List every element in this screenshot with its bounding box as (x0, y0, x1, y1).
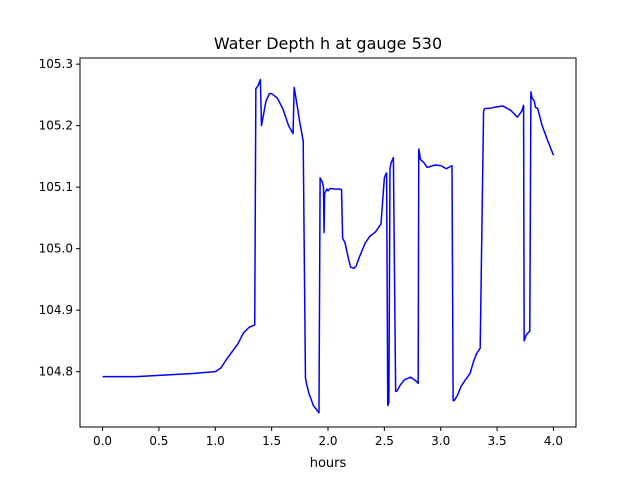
y-tick-label: 104.9 (39, 303, 73, 317)
x-tick-label: 2.5 (375, 434, 394, 448)
x-tick-label: 2.0 (318, 434, 337, 448)
x-tick-label: 3.5 (488, 434, 507, 448)
y-tick-label: 105.2 (39, 119, 73, 133)
x-tick-label: 0.5 (149, 434, 168, 448)
axis-layer: 0.0 0.5 1.0 1.5 2.0 2.5 3.0 3.5 4.0 104.8 104.9 105… (39, 57, 563, 448)
x-tick-label: 0.0 (93, 434, 112, 448)
y-tick-label: 105.1 (39, 180, 73, 194)
plot-frame (79, 57, 577, 428)
y-tick-label: 104.8 (39, 365, 73, 379)
y-tick-label: 105.3 (39, 57, 73, 71)
chart-title: Water Depth h at gauge 530 (214, 34, 442, 53)
plot-layer (102, 78, 555, 414)
series-line-0 (102, 78, 555, 414)
x-tick-label: 1.5 (262, 434, 281, 448)
x-tick-label: 4.0 (544, 434, 563, 448)
y-tick-label: 105.0 (39, 242, 73, 256)
x-tick-label: 3.0 (431, 434, 450, 448)
x-tick-label: 1.0 (206, 434, 225, 448)
x-axis-label: hours (310, 456, 347, 471)
